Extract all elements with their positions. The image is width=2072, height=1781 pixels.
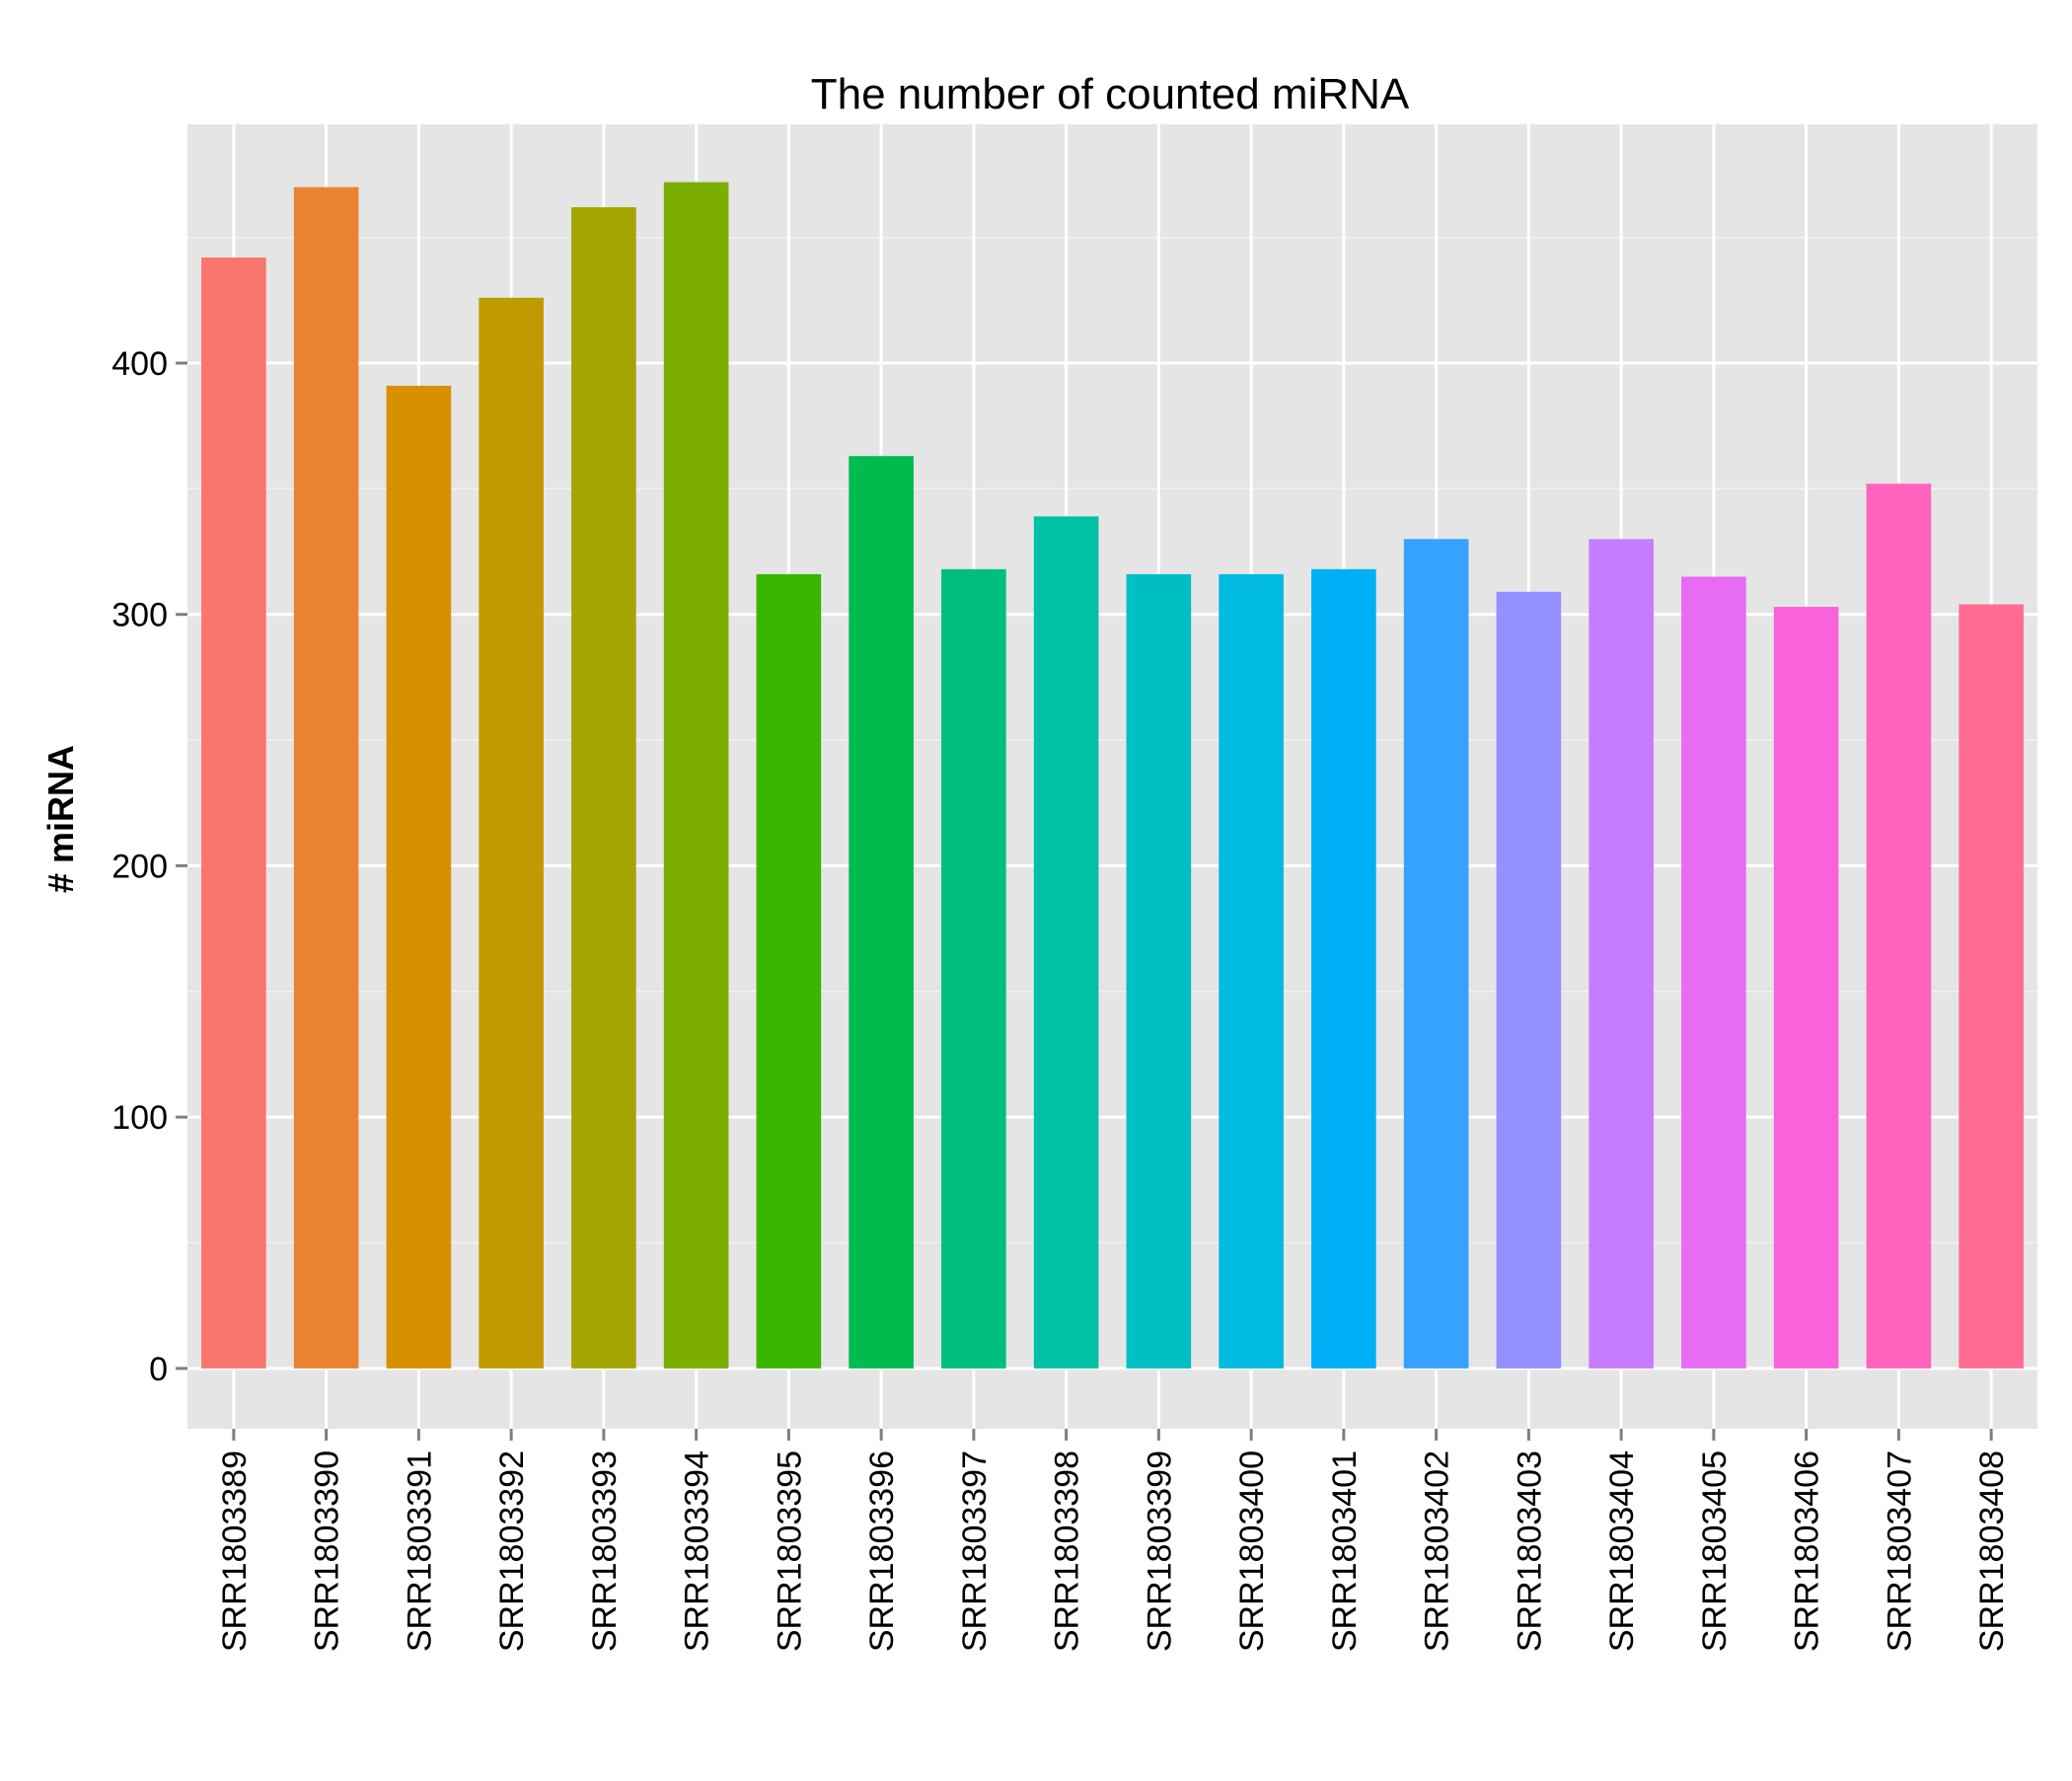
bar-SRR1803404: [1589, 539, 1654, 1369]
bar-SRR1803399: [1126, 573, 1192, 1369]
bar-SRR1803389: [201, 258, 266, 1369]
bar-SRR1803391: [386, 385, 452, 1369]
plot-area: 0 100 200 300 400 SRR1803389 SRR1803390 SRR1803…: [111, 124, 2037, 1652]
x-tick-label-SRR1803407: SRR1803407: [1881, 1450, 1918, 1652]
x-tick-label-SRR1803400: SRR1803400: [1233, 1450, 1271, 1652]
bar-SRR1803407: [1866, 483, 1932, 1369]
y-axis-label: # miRNA: [40, 745, 81, 893]
x-tick-label-SRR1803406: SRR1803406: [1789, 1450, 1826, 1652]
x-tick-label-SRR1803405: SRR1803405: [1696, 1450, 1734, 1652]
bar-SRR1803397: [941, 568, 1006, 1369]
bar-SRR1803406: [1773, 607, 1839, 1369]
x-tick-label-SRR1803393: SRR1803393: [586, 1450, 624, 1652]
x-tick-label-SRR1803389: SRR1803389: [216, 1450, 254, 1652]
x-tick-label-SRR1803395: SRR1803395: [771, 1450, 808, 1652]
bar-SRR1803408: [1959, 604, 2024, 1369]
x-tick-label-SRR1803397: SRR1803397: [956, 1450, 994, 1652]
bar-SRR1803405: [1681, 576, 1746, 1369]
bar-SRR1803393: [571, 207, 636, 1369]
bar-SRR1803392: [479, 297, 544, 1369]
x-tick-label-SRR1803392: SRR1803392: [493, 1450, 531, 1652]
y-tick-label: 400: [111, 345, 168, 383]
x-tick-label-SRR1803401: SRR1803401: [1326, 1450, 1364, 1652]
bar-SRR1803403: [1496, 591, 1562, 1369]
x-tick-label-SRR1803399: SRR1803399: [1141, 1450, 1178, 1652]
bar-SRR1803400: [1219, 573, 1284, 1369]
bar-SRR1803401: [1311, 568, 1376, 1369]
bar-SRR1803402: [1403, 539, 1469, 1369]
y-tick-label: 100: [111, 1099, 168, 1137]
bar-SRR1803396: [849, 456, 914, 1369]
x-tick-label-SRR1803408: SRR1803408: [1973, 1450, 2011, 1652]
bar-SRR1803394: [663, 182, 729, 1369]
chart-title: The number of counted miRNA: [811, 70, 1410, 118]
bar-SRR1803390: [293, 186, 359, 1369]
x-tick-label-SRR1803391: SRR1803391: [401, 1450, 438, 1652]
x-tick-label-SRR1803396: SRR1803396: [863, 1450, 901, 1652]
x-tick-label-SRR1803394: SRR1803394: [679, 1450, 716, 1652]
plot-panel: [187, 124, 2037, 1429]
y-tick-label: 300: [111, 597, 168, 634]
bar-SRR1803395: [756, 573, 822, 1369]
y-tick-label: 0: [149, 1351, 168, 1388]
y-tick-label: 200: [111, 848, 168, 885]
bar-SRR1803398: [1033, 516, 1099, 1369]
x-tick-label-SRR1803390: SRR1803390: [309, 1450, 346, 1652]
x-tick-label-SRR1803398: SRR1803398: [1049, 1450, 1086, 1652]
x-tick-label-SRR1803404: SRR1803404: [1603, 1450, 1641, 1652]
x-tick-label-SRR1803402: SRR1803402: [1419, 1450, 1456, 1652]
x-tick-label-SRR1803403: SRR1803403: [1511, 1450, 1548, 1652]
